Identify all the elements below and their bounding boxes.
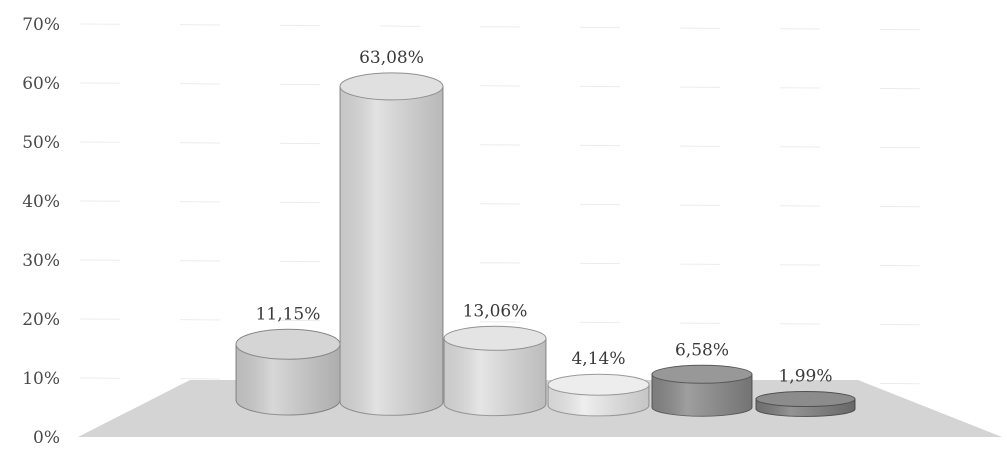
y-tick-label: 40% (22, 192, 60, 212)
data-label: 63,08% (359, 48, 424, 68)
data-label: 6,58% (675, 340, 729, 360)
y-tick-label: 30% (22, 251, 60, 271)
bar-shading (340, 86, 443, 416)
bar (651, 364, 753, 417)
bar-top (235, 328, 341, 360)
bar-top (547, 373, 650, 396)
gridline (79, 82, 961, 90)
gridline (79, 200, 961, 208)
gridline (79, 141, 961, 149)
gridline (79, 23, 961, 31)
bar (235, 328, 341, 416)
bar-top (755, 391, 856, 408)
y-tick-label: 60% (22, 74, 60, 94)
bar (443, 325, 547, 417)
bars (235, 72, 856, 417)
gridline (79, 318, 961, 326)
y-tick-label: 70% (22, 15, 60, 35)
y-tick-label: 0% (33, 428, 60, 448)
data-label: 11,15% (256, 304, 321, 324)
gridline (79, 259, 961, 267)
bar-shading (236, 344, 340, 415)
bar (755, 391, 856, 417)
bar (339, 72, 444, 416)
data-label: 1,99% (778, 367, 832, 387)
bar-top (443, 325, 547, 351)
data-labels: 11,15% 63,08% 13,06% 4,14% 6,58% 1,99% (256, 48, 833, 387)
data-label: 13,06% (463, 301, 528, 321)
y-axis: 0% 10% 20% 30% 40% 50% 60% 70% (22, 15, 60, 448)
y-tick-label: 10% (22, 369, 60, 389)
bar (547, 373, 650, 417)
bar-shading (652, 374, 752, 417)
y-tick-label: 50% (22, 133, 60, 153)
bar-top (339, 72, 444, 101)
data-label: 4,14% (571, 349, 625, 369)
y-tick-label: 20% (22, 310, 60, 330)
bar-shading (444, 338, 546, 416)
bar-top (651, 364, 753, 384)
